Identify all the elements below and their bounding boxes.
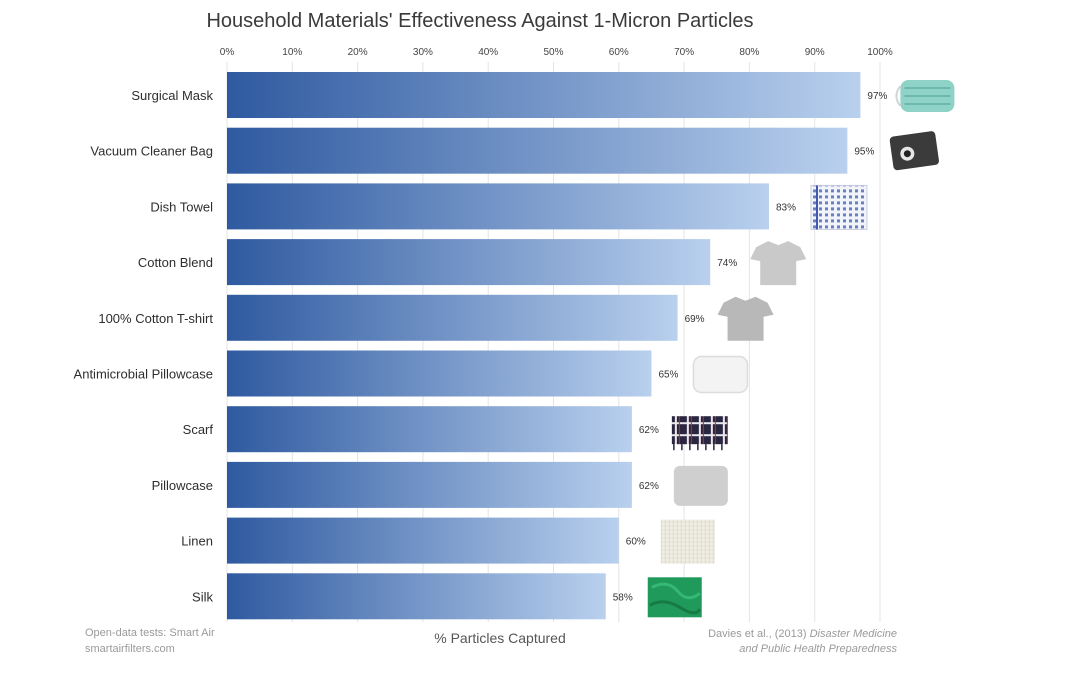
cotton-tshirt-photo-icon — [717, 296, 774, 341]
bar — [227, 294, 678, 341]
item-images — [647, 80, 955, 618]
category-label: 100% Cotton T-shirt — [98, 311, 213, 326]
category-label: Silk — [192, 589, 213, 604]
category-label: Cotton Blend — [138, 255, 213, 270]
value-label: 83% — [776, 202, 796, 213]
x-tick-label: 60% — [609, 47, 629, 58]
source-left-line1: Open-data tests: Smart Air — [85, 627, 215, 639]
value-label: 58% — [613, 592, 633, 603]
value-label: 65% — [658, 370, 678, 381]
bar-group: Pillowcase 62% — [152, 461, 659, 508]
value-label: 62% — [639, 425, 659, 436]
category-label: Scarf — [183, 422, 214, 437]
x-tick-label: 40% — [478, 47, 498, 58]
x-tick-label: 100% — [867, 47, 893, 58]
bar — [227, 183, 769, 230]
category-label: Dish Towel — [150, 199, 213, 214]
bar — [227, 72, 861, 118]
bar-group: Antimicrobial Pillowcase 65% — [74, 350, 679, 397]
x-axis-ticks: 0% 10% 20% 30% 40% 50% 60% 70% 80% 90% 100% — [220, 47, 893, 58]
x-tick-label: 50% — [543, 47, 563, 58]
bar — [227, 127, 848, 174]
source-right-authors: Davies et al., (2013) — [708, 628, 810, 640]
cotton-blend-tshirt-photo-icon — [750, 241, 807, 286]
antimicrobial-pillowcase-photo-icon — [692, 355, 749, 394]
category-label: Linen — [181, 534, 213, 549]
x-tick-label: 30% — [413, 47, 433, 58]
x-tick-label: 90% — [805, 47, 825, 58]
bar — [227, 517, 619, 564]
bar — [227, 573, 606, 620]
bars: Surgical Mask 97% Vacuum Cleaner Bag 95% Dis… — [74, 72, 888, 620]
category-label: Vacuum Cleaner Bag — [90, 144, 213, 159]
value-label: 62% — [639, 481, 659, 492]
x-tick-label: 10% — [282, 47, 302, 58]
bar-group: Dish Towel 83% — [150, 183, 796, 230]
x-tick-label: 0% — [220, 47, 235, 58]
bar — [227, 350, 652, 397]
x-tick-label: 70% — [674, 47, 694, 58]
value-label: 95% — [854, 147, 874, 158]
surgical-mask-photo-icon — [895, 80, 955, 112]
value-label: 60% — [626, 537, 646, 548]
bar — [227, 239, 711, 286]
bar-group: Surgical Mask 97% — [131, 72, 888, 118]
pillowcase-photo-icon — [673, 465, 728, 506]
source-right-journal-1: Disaster Medicine — [810, 628, 897, 640]
dish-towel-photo-icon — [810, 184, 868, 230]
chart-title: Household Materials' Effectiveness Again… — [206, 10, 753, 32]
silk-photo-icon — [647, 577, 702, 618]
bar — [227, 406, 632, 453]
linen-photo-icon — [660, 519, 715, 564]
vacuum-bag-photo-icon — [889, 131, 939, 171]
source-left-line2: smartairfilters.com — [85, 643, 175, 655]
source-right-journal-2: and Public Health Preparedness — [739, 643, 897, 655]
value-label: 97% — [867, 91, 887, 102]
bar-group: 100% Cotton T-shirt 69% — [98, 294, 705, 341]
bar-group: Linen 60% — [181, 517, 646, 564]
value-label: 74% — [717, 258, 737, 269]
x-tick-label: 80% — [739, 47, 759, 58]
value-label: 69% — [685, 314, 705, 325]
category-label: Surgical Mask — [131, 88, 213, 103]
bar-group: Silk 58% — [192, 573, 633, 620]
source-right-line1: Davies et al., (2013) Disaster Medicine — [708, 628, 897, 640]
category-label: Pillowcase — [152, 478, 213, 493]
bar-group: Scarf 62% — [183, 406, 659, 453]
scarf-photo-icon — [671, 416, 728, 451]
x-tick-label: 20% — [348, 47, 368, 58]
bar-group: Vacuum Cleaner Bag 95% — [90, 127, 874, 174]
category-label: Antimicrobial Pillowcase — [74, 367, 213, 382]
bar-group: Cotton Blend 74% — [138, 239, 737, 286]
bar — [227, 461, 632, 508]
x-axis-title: % Particles Captured — [434, 630, 566, 646]
